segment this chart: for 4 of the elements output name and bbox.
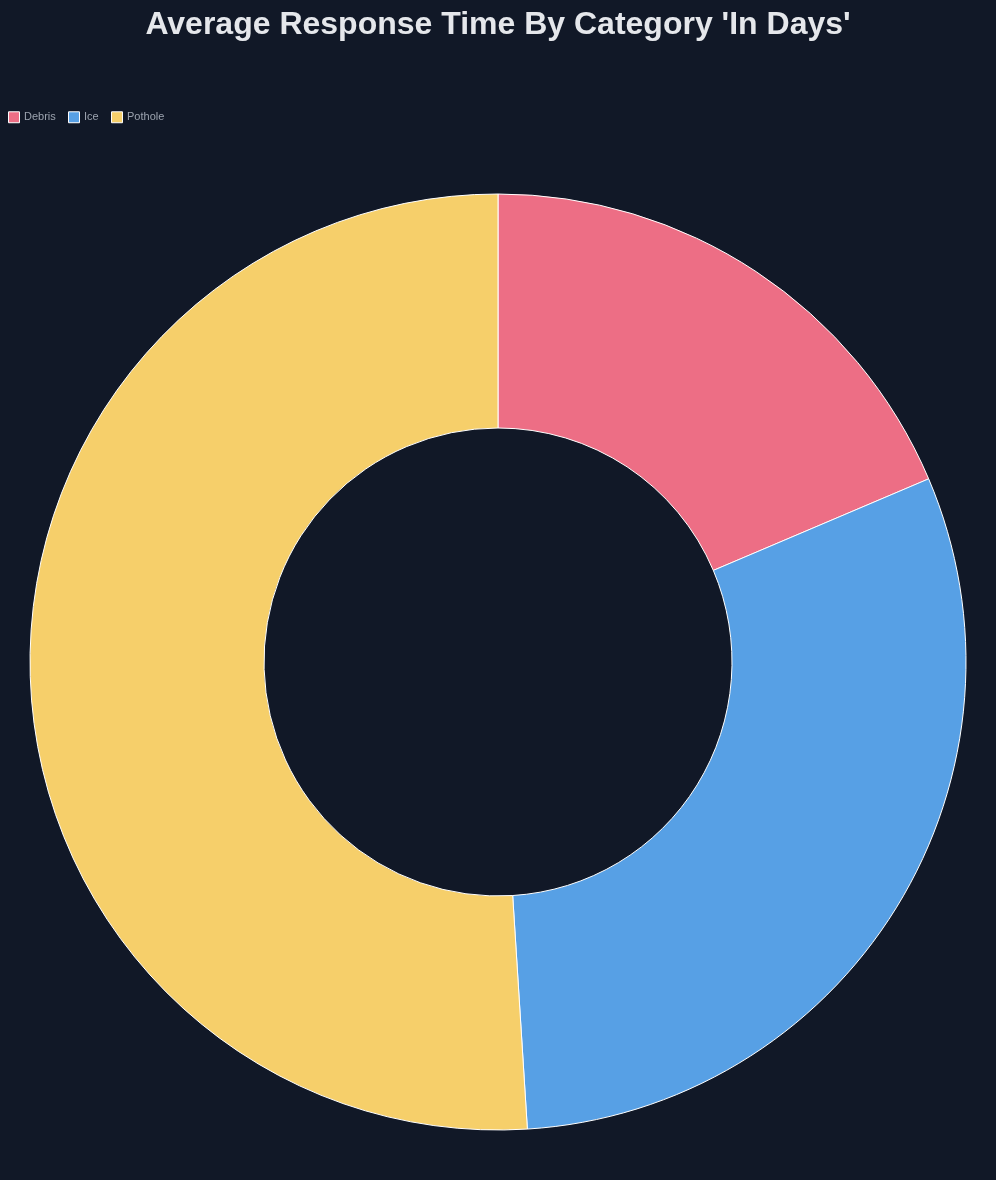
- chart-title: Average Response Time By Category 'In Days': [145, 5, 851, 41]
- legend-label: Debris: [24, 110, 57, 123]
- legend-label: Ice: [84, 110, 99, 123]
- legend-label: Pothole: [127, 110, 165, 123]
